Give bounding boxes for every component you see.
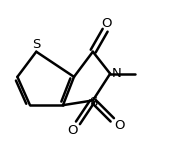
Text: O: O bbox=[101, 17, 112, 30]
Text: S: S bbox=[89, 96, 97, 108]
Text: S: S bbox=[32, 38, 40, 51]
Text: O: O bbox=[114, 119, 125, 132]
Text: O: O bbox=[67, 124, 78, 137]
Text: N: N bbox=[112, 67, 121, 80]
